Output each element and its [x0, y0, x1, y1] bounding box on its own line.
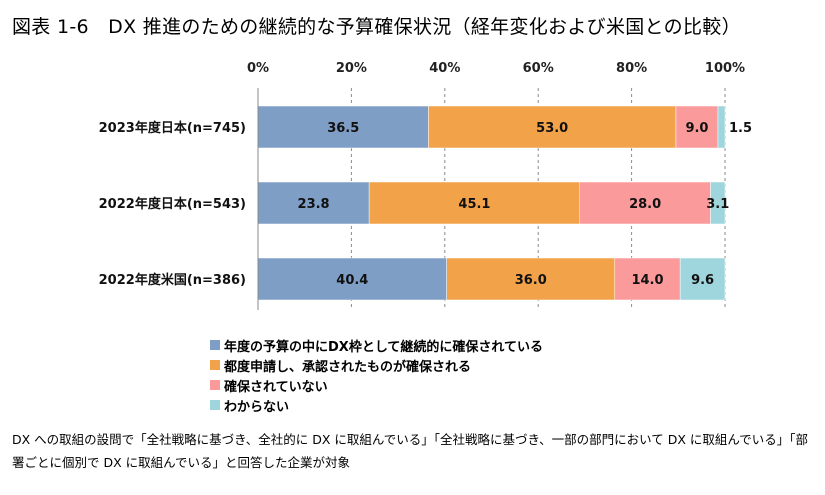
- x-tick-label: 80%: [616, 61, 647, 76]
- bar-segment: [257, 105, 429, 149]
- x-tick-label: 0%: [247, 61, 269, 76]
- bar-segment: [446, 257, 616, 301]
- bar-segment: [679, 257, 726, 301]
- data-label: 40.4: [336, 273, 368, 288]
- legend-swatch: [210, 340, 220, 350]
- legend: 年度の予算の中にDX枠として継続的に確保されている 都度申請し、承認されたものが確…: [210, 335, 543, 415]
- legend-swatch: [210, 400, 220, 410]
- bar-segment: [675, 105, 719, 149]
- bar-segment: [717, 105, 726, 149]
- x-tick-label: 100%: [705, 61, 745, 76]
- footnote: DX への取組の設問で「全社戦略に基づき、全社的に DX に取組んでいる」「全社…: [12, 432, 809, 470]
- bar-segment: [368, 181, 581, 225]
- data-label: 9.6: [691, 273, 714, 288]
- legend-item: 都度申請し、承認されたものが確保される: [210, 355, 543, 375]
- data-label: 9.0: [685, 121, 708, 136]
- data-label: 28.0: [629, 197, 661, 212]
- data-label: 36.5: [327, 121, 359, 136]
- data-label: 1.5: [729, 121, 752, 136]
- legend-label: わからない: [224, 399, 290, 415]
- data-label: 53.0: [536, 121, 568, 136]
- data-label: 45.1: [458, 197, 490, 212]
- bar-segment: [428, 105, 677, 149]
- data-label: 23.8: [298, 197, 330, 212]
- legend-item: 確保されていない: [210, 375, 543, 395]
- category-label: 2022年度日本(n=543): [99, 196, 246, 212]
- stacked-bar-chart: 0% 20% 40% 60% 80% 100% 2023年度日本(n=745) 36.5 53.…: [99, 61, 752, 310]
- data-label: 3.1: [706, 197, 729, 212]
- legend-label: 年度の予算の中にDX枠として継続的に確保されている: [224, 339, 544, 355]
- category-label: 2022年度米国(n=386): [99, 272, 246, 288]
- legend-swatch: [210, 360, 220, 370]
- legend-item: わからない: [210, 395, 543, 415]
- chart-title: 図表 1-6 DX 推進のための継続的な予算確保状況（経年変化および米国との比較…: [12, 16, 741, 38]
- x-tick-label: 60%: [523, 61, 554, 76]
- legend-swatch: [210, 380, 220, 390]
- bar-segment: [579, 181, 711, 225]
- x-tick-label: 20%: [336, 61, 367, 76]
- data-label: 14.0: [631, 273, 663, 288]
- category-label: 2023年度日本(n=745): [99, 120, 246, 136]
- legend-label: 都度申請し、承認されたものが確保される: [224, 359, 472, 375]
- bar-segment: [710, 181, 726, 225]
- x-tick-label: 40%: [429, 61, 460, 76]
- legend-item: 年度の予算の中にDX枠として継続的に確保されている: [210, 335, 543, 355]
- legend-label: 確保されていない: [224, 379, 328, 395]
- data-label: 36.0: [515, 273, 547, 288]
